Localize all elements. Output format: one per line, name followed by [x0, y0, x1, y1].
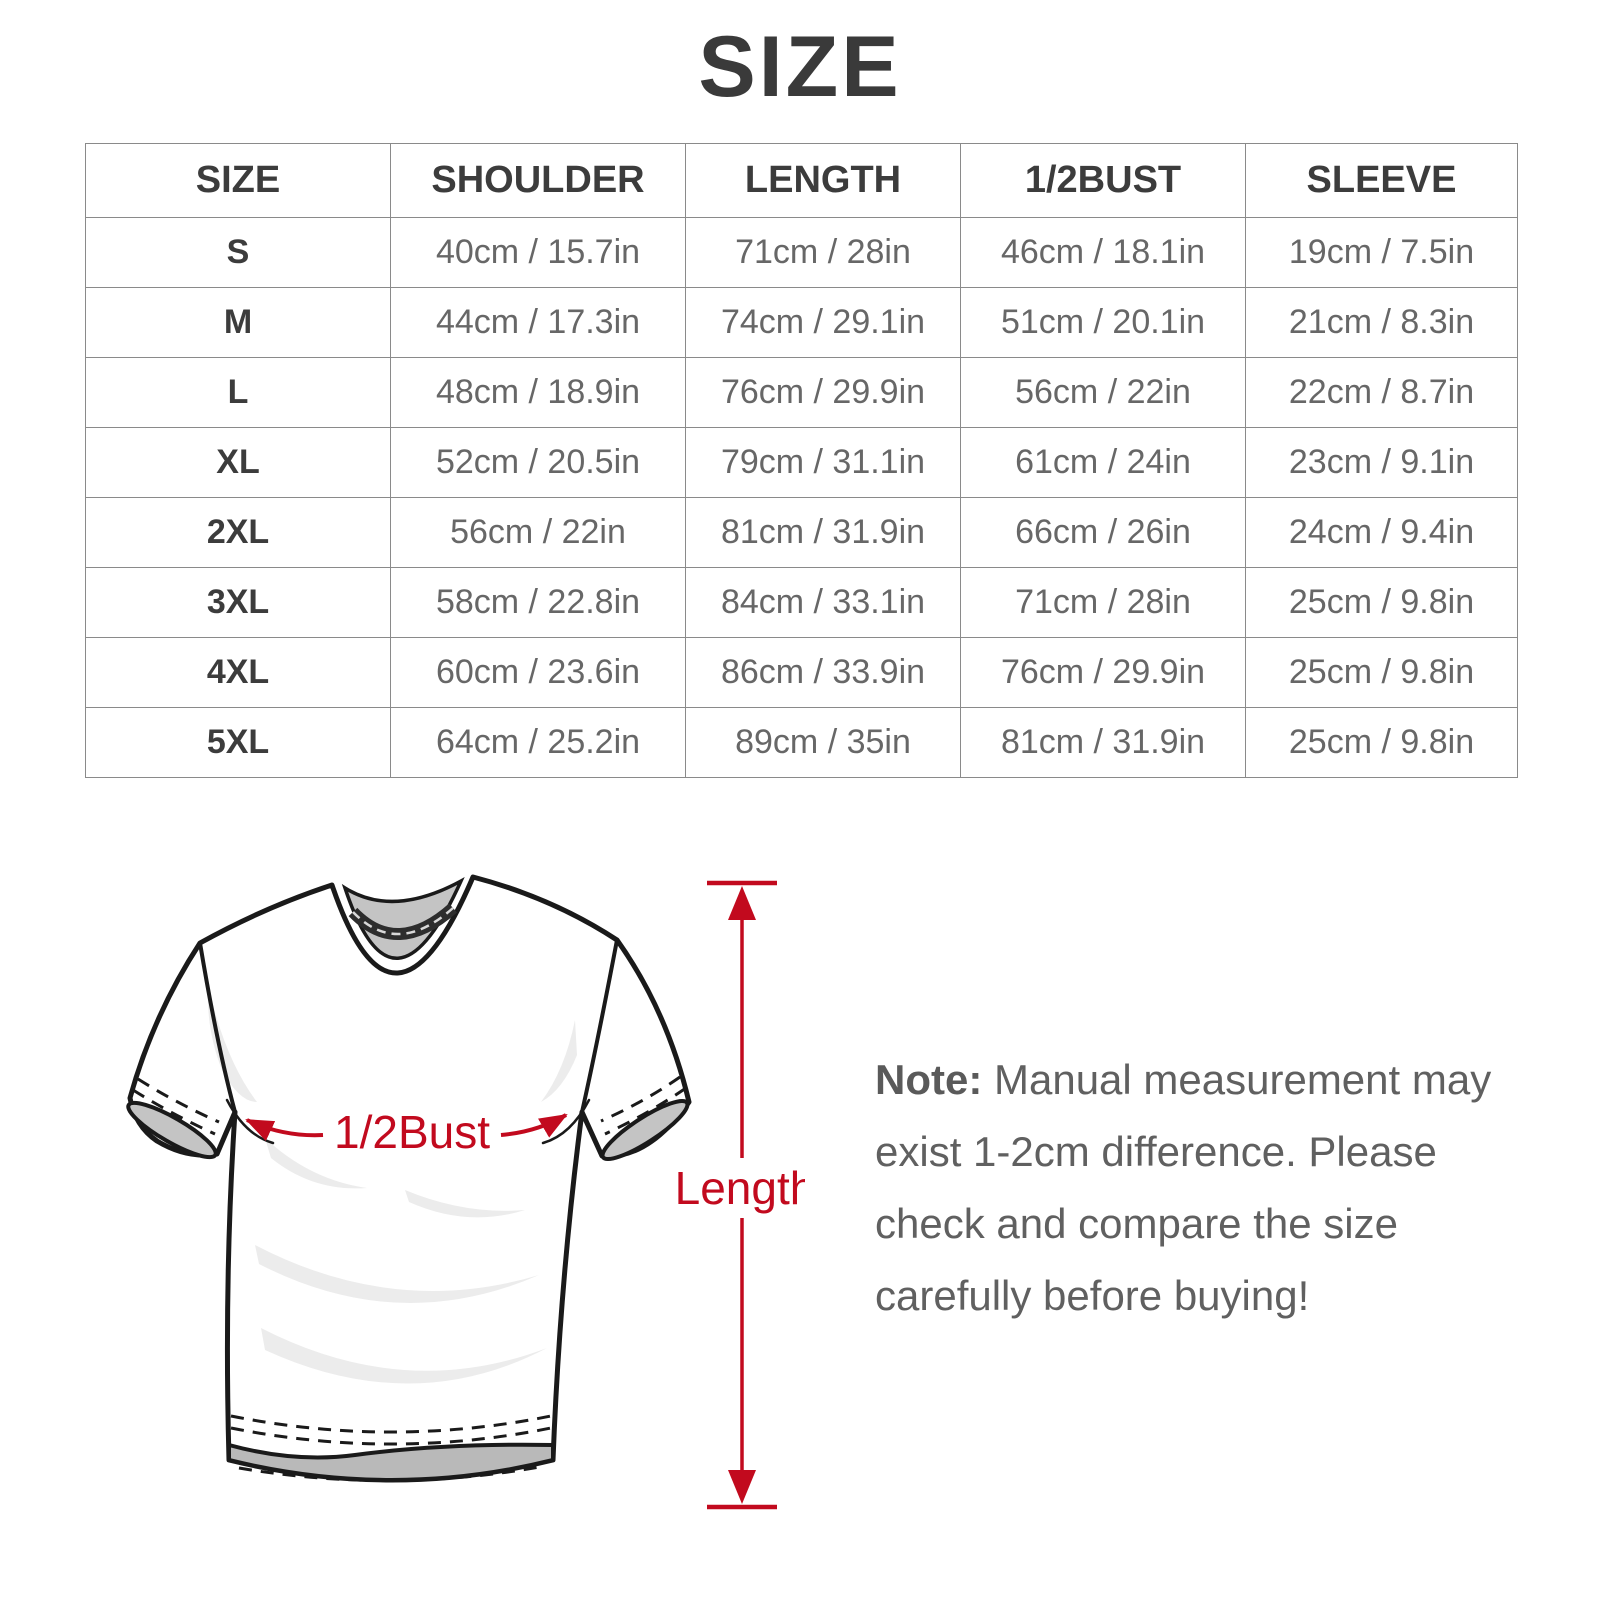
header-cell-size: SIZE [85, 143, 391, 218]
length-label-backing [665, 1158, 805, 1218]
measure-cell: 48cm / 18.9in [390, 357, 686, 428]
measure-cell: 44cm / 17.3in [390, 287, 686, 358]
table-row: 2XL 56cm / 22in 81cm / 31.9in 66cm / 26i… [85, 497, 1518, 568]
note-line: exist 1-2cm difference. Please [875, 1128, 1437, 1175]
measure-cell: 56cm / 22in [390, 497, 686, 568]
bottom-stitch-row [230, 1426, 552, 1446]
measure-cell: 76cm / 29.9in [685, 357, 961, 428]
size-cell: 4XL [85, 637, 391, 708]
size-cell: L [85, 357, 391, 428]
note-text: Note: Manual measurement may exist 1-2cm… [875, 1044, 1495, 1332]
note-line: Note: Manual measurement may [875, 1056, 1492, 1103]
wrinkle-shading [207, 985, 577, 1384]
table-row: 5XL 64cm / 25.2in 89cm / 35in 81cm / 31.… [85, 707, 1518, 778]
measure-cell: 25cm / 9.8in [1245, 637, 1518, 708]
collar-inner-gray [341, 876, 465, 960]
measure-cell: 64cm / 25.2in [390, 707, 686, 778]
measure-cell: 24cm / 9.4in [1245, 497, 1518, 568]
note-prefix: Note: [875, 1056, 983, 1103]
size-cell: 3XL [85, 567, 391, 638]
length-label: Length [675, 1162, 805, 1214]
table-row: XL 52cm / 20.5in 79cm / 31.1in 61cm / 24… [85, 427, 1518, 498]
half-bust-annotation: 1/2Bust [245, 1106, 568, 1158]
collar-band-stitch [352, 907, 454, 936]
size-cell: 2XL [85, 497, 391, 568]
bottom-hem-gray [227, 1442, 555, 1482]
measure-cell: 76cm / 29.9in [960, 637, 1246, 708]
measure-cell: 66cm / 26in [960, 497, 1246, 568]
length-arrow-up [728, 886, 756, 920]
right-cuff-stitch [604, 1086, 687, 1136]
right-cuff-hem [600, 1098, 690, 1162]
length-arrow-down [728, 1470, 756, 1504]
table-row: S 40cm / 15.7in 71cm / 28in 46cm / 18.1i… [85, 217, 1518, 288]
page-title: SIZE [698, 19, 902, 115]
bottom-stitch-row [230, 1414, 552, 1434]
header-cell-sleeve: SLEEVE [1245, 143, 1518, 218]
header-cell-length: LENGTH [685, 143, 961, 218]
left-sleeve-seam [198, 941, 237, 1114]
half-bust-label: 1/2Bust [334, 1106, 490, 1158]
left-cuff-stitch [132, 1088, 216, 1136]
measure-cell: 81cm / 31.9in [960, 707, 1246, 778]
measure-cell: 56cm / 22in [960, 357, 1246, 428]
size-cell: M [85, 287, 391, 358]
measure-cell: 25cm / 9.8in [1245, 707, 1518, 778]
measure-cell: 84cm / 33.1in [685, 567, 961, 638]
measure-cell: 60cm / 23.6in [390, 637, 686, 708]
measure-cell: 52cm / 20.5in [390, 427, 686, 498]
measure-cell: 19cm / 7.5in [1245, 217, 1518, 288]
right-sleeve-seam [580, 938, 619, 1114]
bottom-hem-stitch [238, 1464, 546, 1482]
table-row: 4XL 60cm / 23.6in 86cm / 33.9in 76cm / 2… [85, 637, 1518, 708]
length-annotation: Length [665, 880, 805, 1510]
measure-cell: 74cm / 29.1in [685, 287, 961, 358]
note-line: carefully before buying! [875, 1272, 1310, 1319]
table-row: 3XL 58cm / 22.8in 84cm / 33.1in 71cm / 2… [85, 567, 1518, 638]
right-armpit-curve [541, 1098, 591, 1145]
table-row: L 48cm / 18.9in 76cm / 29.9in 56cm / 22i… [85, 357, 1518, 428]
measure-cell: 58cm / 22.8in [390, 567, 686, 638]
measure-cell: 21cm / 8.3in [1245, 287, 1518, 358]
bust-arrow-right [500, 1113, 568, 1138]
tshirt-drawing [126, 874, 692, 1483]
table-row: M 44cm / 17.3in 74cm / 29.1in 51cm / 20.… [85, 287, 1518, 358]
measure-cell: 89cm / 35in [685, 707, 961, 778]
bust-arrow-left [245, 1118, 324, 1142]
right-cuff-stitch [600, 1075, 681, 1123]
measure-cell: 23cm / 9.1in [1245, 427, 1518, 498]
size-cell: XL [85, 427, 391, 498]
left-cuff-stitch [137, 1077, 220, 1124]
note-line: check and compare the size [875, 1200, 1398, 1247]
tshirt-body-outline [127, 874, 692, 1483]
measure-cell: 40cm / 15.7in [390, 217, 686, 288]
size-cell: 5XL [85, 707, 391, 778]
measure-cell: 81cm / 31.9in [685, 497, 961, 568]
measure-cell: 22cm / 8.7in [1245, 357, 1518, 428]
size-cell: S [85, 217, 391, 288]
header-cell-halfbust: 1/2BUST [960, 143, 1246, 218]
measure-cell: 71cm / 28in [960, 567, 1246, 638]
tshirt-measurement-diagram: 1/2Bust Length [126, 874, 805, 1510]
left-cuff-hem [126, 1100, 218, 1160]
measure-cell: 86cm / 33.9in [685, 637, 961, 708]
header-cell-shoulder: SHOULDER [390, 143, 686, 218]
measure-cell: 61cm / 24in [960, 427, 1246, 498]
measure-cell: 25cm / 9.8in [1245, 567, 1518, 638]
measure-cell: 51cm / 20.1in [960, 287, 1246, 358]
measure-cell: 71cm / 28in [685, 217, 961, 288]
measure-cell: 46cm / 18.1in [960, 217, 1246, 288]
size-table: SIZE SHOULDER LENGTH 1/2BUST SLEEVE S 40… [85, 143, 1518, 778]
measure-cell: 79cm / 31.1in [685, 427, 961, 498]
table-header-row: SIZE SHOULDER LENGTH 1/2BUST SLEEVE [85, 143, 1518, 218]
